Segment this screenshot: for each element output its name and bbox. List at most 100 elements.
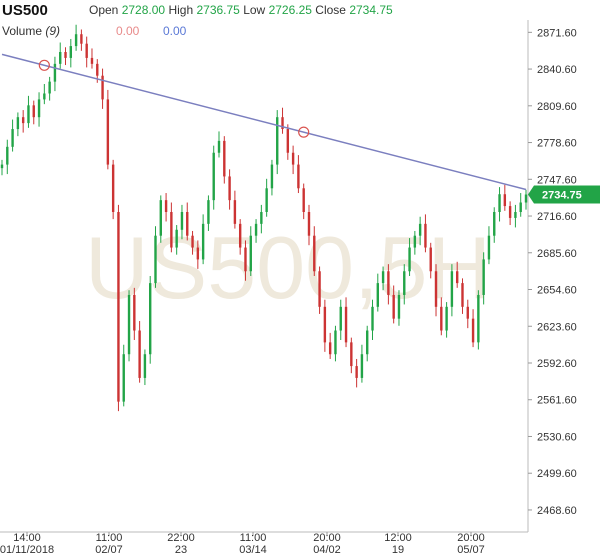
candle-body [281, 117, 284, 130]
trendline-line[interactable] [1, 53, 527, 191]
candle-body [32, 105, 35, 118]
date-tick-label: 19 [392, 544, 404, 556]
candle-body [254, 223, 258, 236]
candle-body [69, 46, 73, 58]
candle-body [366, 330, 369, 355]
candle-body [37, 99, 41, 118]
high-label: High [168, 3, 194, 17]
close-label: Close [315, 3, 346, 17]
candle-body [0, 164, 4, 169]
candle-body [408, 247, 411, 272]
volume-value-2: 0.00 [163, 24, 187, 38]
candle-body [291, 152, 295, 165]
time-tick-label: 14:00 [13, 532, 41, 544]
date-tick-label: 03/14 [239, 544, 267, 556]
candle-body [297, 164, 300, 189]
price-tick-label: 2685.60 [537, 248, 577, 260]
volume-value-1: 0.00 [116, 24, 140, 38]
candle-body [508, 206, 512, 218]
candle-body [260, 212, 263, 224]
candle-body [418, 223, 422, 236]
candle-body [238, 223, 242, 248]
candle-body [524, 194, 528, 203]
time-axis: 14:0001/11/201811:0002/0722:002311:0003/… [0, 531, 528, 556]
candle-body [48, 81, 51, 94]
candle-body [493, 212, 496, 236]
price-tick-label: 2716.60 [537, 211, 577, 223]
time-tick-label: 11:00 [96, 532, 123, 544]
candle-body [122, 354, 125, 402]
price-tick-label: 2871.60 [537, 27, 577, 39]
open-value: 2728.00 [121, 3, 166, 17]
volume-param: (9) [45, 24, 61, 38]
symbol-title: US500 [2, 2, 48, 19]
candle-body [85, 43, 88, 58]
candlestick-series [0, 24, 528, 412]
candle-body [106, 99, 110, 165]
candle-body [59, 52, 62, 64]
candle-body [339, 306, 342, 331]
current-price-tag: 2734.75 [528, 185, 600, 204]
price-tick-label: 2778.60 [537, 138, 577, 150]
candle-body [249, 235, 252, 272]
candle-body [64, 52, 67, 58]
candle-body [196, 247, 200, 260]
candle-body [429, 247, 432, 272]
candle-body [127, 294, 131, 355]
trendline-handle[interactable] [298, 126, 310, 138]
price-tick-label: 2809.60 [537, 101, 577, 113]
candle-body [101, 75, 104, 100]
candle-body [450, 271, 454, 307]
trendline-handle[interactable] [38, 59, 50, 71]
candle-body [233, 200, 237, 224]
candle-body [434, 271, 438, 307]
candle-body [154, 235, 157, 284]
date-tick-label: 02/07 [95, 544, 123, 556]
volume-label: Volume [2, 24, 43, 38]
candle-body [387, 271, 390, 295]
candle-body [482, 259, 485, 295]
candle-body [514, 212, 517, 218]
candle-body [228, 176, 231, 201]
candle-body [180, 212, 184, 230]
candle-body [143, 354, 147, 378]
candle-body [360, 354, 364, 378]
candle-body [186, 212, 189, 236]
price-tick-label: 2623.60 [537, 321, 577, 333]
candle-body [21, 117, 25, 124]
candle-body [11, 129, 14, 147]
price-tag-label: 2734.75 [542, 190, 582, 202]
time-tick-label: 11:00 [240, 532, 267, 544]
candle-body [244, 247, 247, 272]
candle-body [313, 235, 316, 272]
candle-body [117, 212, 120, 402]
candle-body [43, 93, 46, 100]
candle-body [323, 306, 327, 343]
candle-body [498, 194, 501, 212]
candle-body [355, 366, 358, 378]
candle-body [159, 200, 162, 236]
chart-watermark: US500,5H [85, 218, 491, 317]
candle-body [344, 306, 348, 343]
candle-body [302, 188, 305, 212]
candle-body [170, 212, 173, 248]
candle-body [27, 105, 30, 124]
candle-body [201, 223, 205, 260]
candle-body [350, 342, 353, 367]
candle-body [392, 294, 395, 319]
candle-body [403, 271, 406, 295]
price-tick-label: 2840.60 [537, 64, 577, 76]
date-tick-label: 01/11/2018 [0, 544, 54, 556]
candle-body [413, 235, 417, 248]
candle-body [318, 271, 321, 307]
time-tick-label: 12:00 [384, 532, 412, 544]
time-tick-label: 20:00 [313, 532, 341, 544]
date-tick-label: 05/07 [457, 544, 485, 556]
candle-body [16, 117, 20, 130]
candle-body [371, 306, 374, 331]
price-tick-label: 2468.60 [537, 505, 577, 517]
candle-body [519, 202, 522, 212]
trendline[interactable] [1, 53, 527, 191]
candle-body [74, 34, 78, 47]
